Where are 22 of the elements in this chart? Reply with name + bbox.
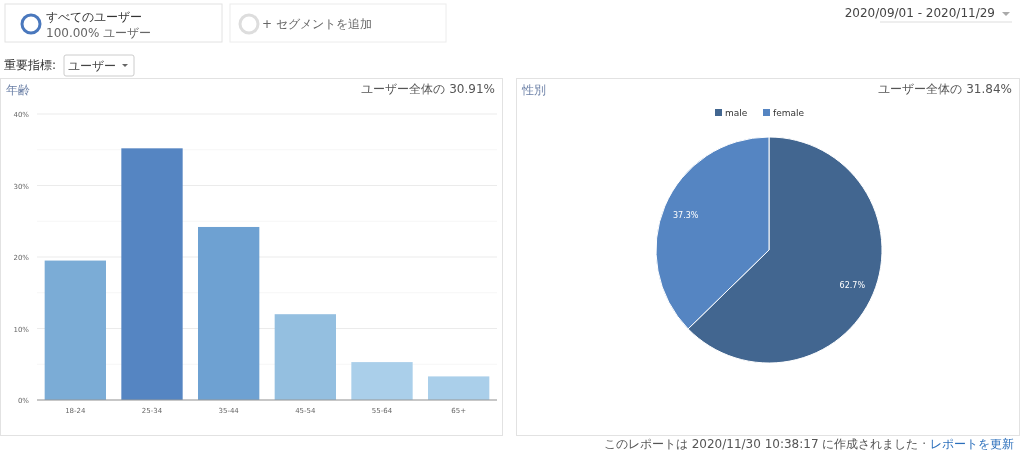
text: 100.00% ユーザー [46,26,152,40]
bar [198,226,260,400]
legend-label: female [773,108,805,118]
text: このレポートは 2020/11/30 10:38:17 に作成されました · [603,437,926,451]
text: レポートを更新 [930,437,1014,451]
text: ユーザー [68,59,116,73]
text: ユーザー全体の 31.84% [878,82,1012,96]
text: + セグメントを追加 [262,17,372,31]
text: 性別 [521,83,546,97]
bar [44,260,106,400]
bar [351,362,413,400]
data-label: 62.7% [839,281,866,291]
text: すべてのユーザー [46,10,142,24]
bar [121,148,183,400]
text: ユーザー全体の 30.91% [361,82,495,96]
bar [428,376,490,400]
text: 重要指標: [4,58,57,72]
legend-label: male [725,108,748,118]
chart-title: 年齢 [6,83,30,97]
text: 2020/09/01 - 2020/11/29 [844,6,995,20]
bar [274,314,336,400]
data-label: 37.3% [672,210,699,220]
